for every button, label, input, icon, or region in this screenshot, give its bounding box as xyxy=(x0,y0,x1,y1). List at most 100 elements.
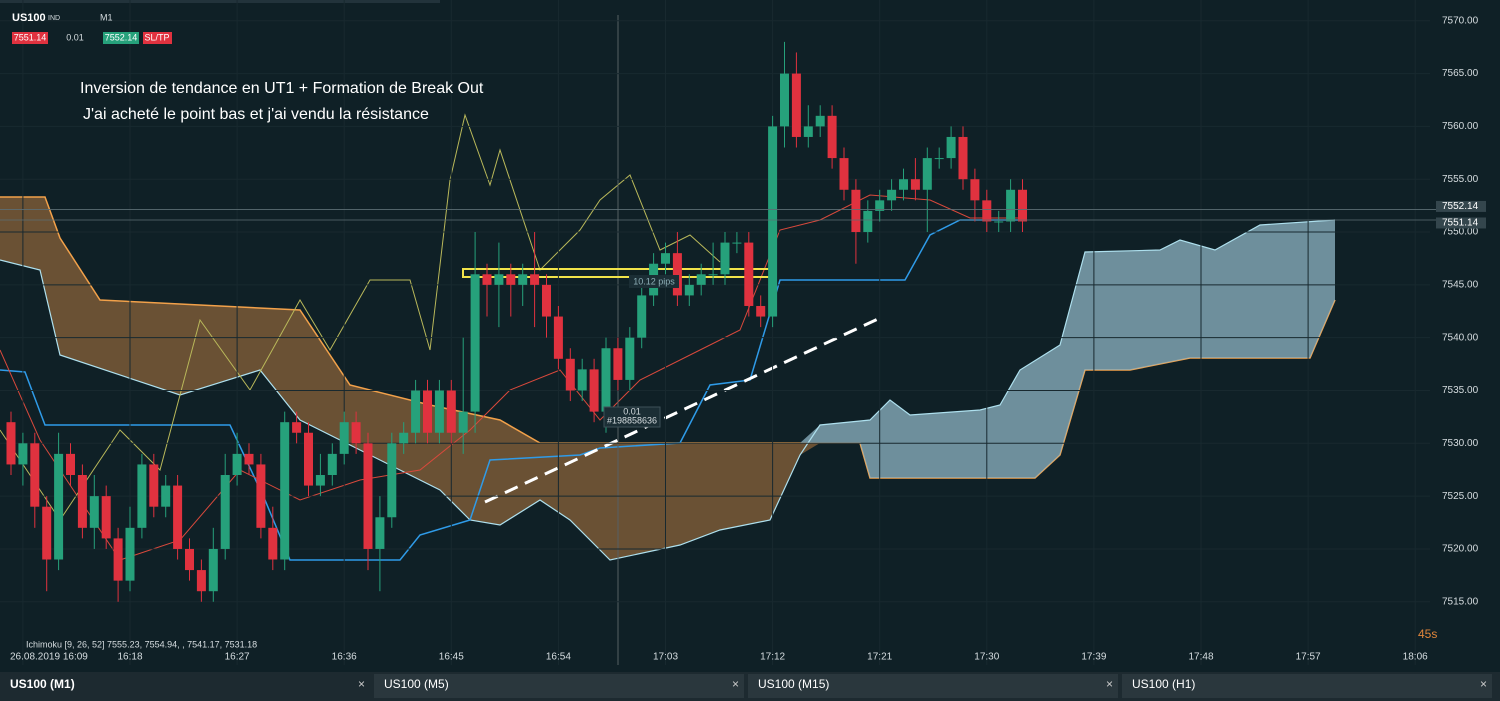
y-tick-label: 7570.00 xyxy=(1442,15,1479,26)
candle-body xyxy=(768,126,778,317)
candle-body xyxy=(375,517,385,549)
tab-close[interactable]: × xyxy=(732,677,739,691)
candle-body xyxy=(149,464,159,507)
tab-label[interactable]: US100 (M1) xyxy=(10,677,75,691)
y-tick-label: 7535.00 xyxy=(1442,385,1479,396)
order-lot: 0.01 xyxy=(623,406,641,416)
tab-label[interactable]: US100 (M5) xyxy=(384,677,449,691)
pips-box xyxy=(629,275,679,288)
candle-body xyxy=(756,305,766,317)
y-tick-label: 7530.00 xyxy=(1442,438,1479,449)
x-tick-label: 18:06 xyxy=(1403,652,1428,663)
candle-body xyxy=(89,496,99,528)
candle-body xyxy=(185,548,194,571)
tab-label[interactable]: US100 (M15) xyxy=(758,677,829,691)
kijun-line xyxy=(0,219,1025,561)
candle-body xyxy=(910,179,920,190)
tab[interactable] xyxy=(1122,674,1492,698)
symbol[interactable]: US100 xyxy=(12,12,46,24)
x-tick-label: 26.08.2019 16:09 xyxy=(10,652,88,663)
candle-body xyxy=(446,390,456,433)
candle-body xyxy=(565,358,575,391)
y-tick-label: 7550.00 xyxy=(1442,227,1479,238)
senkou-a xyxy=(0,219,1336,561)
tab-label[interactable]: US100 (H1) xyxy=(1132,677,1195,691)
candle-body xyxy=(434,390,444,433)
price-tag-label: 7551.14 xyxy=(1442,218,1479,229)
candle-body xyxy=(791,73,801,137)
candle-body xyxy=(42,506,52,560)
candle-body xyxy=(161,485,171,507)
candle-body xyxy=(232,453,242,476)
candle-body xyxy=(6,422,16,465)
price-tag xyxy=(1436,217,1486,229)
x-tick-label: 16:36 xyxy=(332,652,357,663)
candle-body xyxy=(494,274,504,285)
x-tick-label: 17:48 xyxy=(1188,652,1213,663)
candle-body xyxy=(875,200,885,211)
x-tick-label: 17:30 xyxy=(974,652,999,663)
y-tick-label: 7565.00 xyxy=(1442,68,1479,79)
candle-body xyxy=(113,538,123,581)
candle-body xyxy=(863,210,873,233)
candle-body xyxy=(887,189,897,201)
candle-body xyxy=(970,179,980,201)
candle-body xyxy=(196,570,206,592)
candle-body xyxy=(958,136,968,180)
candle-body xyxy=(101,496,111,539)
tab-close[interactable]: × xyxy=(1480,677,1487,691)
order-box[interactable] xyxy=(603,406,661,428)
candle-body xyxy=(304,432,313,486)
candle-body xyxy=(542,284,551,317)
y-tick-label: 7540.00 xyxy=(1442,332,1479,343)
candle-body xyxy=(18,443,28,465)
y-tick-label: 7515.00 xyxy=(1442,596,1479,607)
bid-button[interactable] xyxy=(12,32,48,44)
candle-body xyxy=(77,475,87,528)
candle-body xyxy=(399,432,409,444)
candle-body xyxy=(982,200,992,222)
candle-body xyxy=(1018,189,1027,222)
lot[interactable]: 0.01 xyxy=(66,32,84,42)
candle-body xyxy=(208,548,218,592)
candle-body xyxy=(780,73,789,127)
candle-body xyxy=(268,527,278,560)
x-tick-label: 16:54 xyxy=(546,652,571,663)
ask-button[interactable] xyxy=(103,32,139,44)
tab-close[interactable]: × xyxy=(1106,677,1113,691)
tab[interactable] xyxy=(374,674,744,698)
candle-body xyxy=(30,443,40,507)
tab[interactable] xyxy=(748,674,1118,698)
candle-body xyxy=(732,242,742,244)
candle-body xyxy=(363,443,373,549)
sltp-button[interactable] xyxy=(143,32,172,44)
candle-body xyxy=(899,179,908,190)
candle-body xyxy=(470,274,480,412)
x-tick-label: 16:18 xyxy=(117,652,142,663)
candle-body xyxy=(684,284,694,296)
y-tick-label: 7520.00 xyxy=(1442,544,1479,555)
x-tick-label: 17:12 xyxy=(760,652,785,663)
indicator-legend: Ichimoku [9, 26, 52] 7555.23, 7554.94, ,… xyxy=(26,639,257,649)
candle-body xyxy=(518,274,528,285)
x-tick-label: 17:03 xyxy=(653,652,678,663)
candle-body xyxy=(351,422,361,444)
candle-body xyxy=(327,453,337,476)
timeframe[interactable]: M1 xyxy=(100,12,113,22)
tab-close[interactable]: × xyxy=(358,677,365,691)
candle-body xyxy=(66,453,75,476)
candle-body xyxy=(613,348,623,380)
candle-body xyxy=(708,274,718,276)
top-bar xyxy=(0,0,440,3)
candle-body xyxy=(601,348,611,412)
countdown: 45s xyxy=(1418,627,1437,641)
candle-body xyxy=(577,369,587,391)
candle-body xyxy=(589,369,599,412)
candle-body xyxy=(1006,189,1016,222)
candle-body xyxy=(672,253,682,296)
bid: 7551.14 xyxy=(14,32,47,42)
market: IND xyxy=(48,15,60,22)
candle-body xyxy=(423,390,432,433)
x-tick-label: 16:45 xyxy=(439,652,464,663)
